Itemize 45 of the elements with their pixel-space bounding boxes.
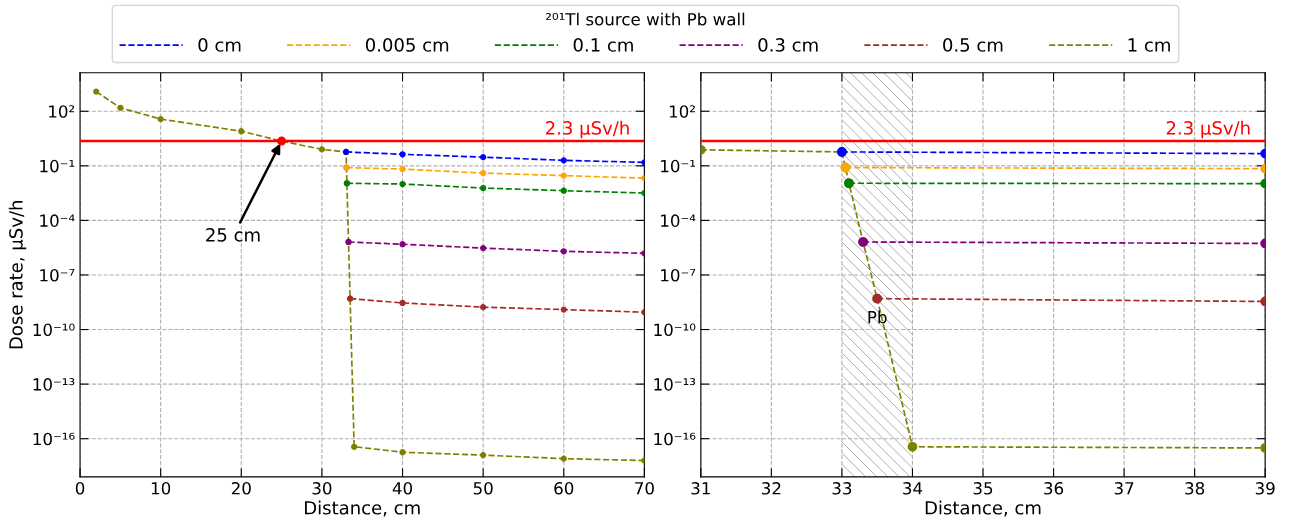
y-tick-label: 10⁻¹³ [33,378,75,391]
x-tick-label: 39 [1255,482,1275,495]
y-tick-label: 10² [49,105,75,118]
y-tick-label: 10⁻⁷ [661,268,696,282]
y-tick-label: 10⁻¹³ [654,378,696,391]
y-tick-label: 10⁻⁷ [40,268,75,282]
x-tick-label: 0 [75,482,85,495]
ref-line-label: 2.3 μSv/h [1166,120,1250,139]
legend-title: ²⁰¹Tl source with Pb wall [546,12,745,26]
y-tick-label: 10⁻¹⁶ [654,432,696,446]
legend-label: 0.5 cm [943,38,1003,52]
annotation: 25 cm [206,228,260,242]
x-tick-label: 10 [151,482,171,495]
x-tick-label: 36 [1044,482,1064,495]
y-tick-label: 10⁻¹ [661,159,696,173]
y-tick-label: 10⁻¹⁰ [33,323,75,337]
x-tick-label: 33 [832,482,852,495]
x-tick-label: 40 [392,482,413,495]
x-tick-label: 30 [312,482,332,495]
x-tick-label: 70 [635,482,654,495]
legend-label: 1 cm [1128,38,1170,52]
legend-label: 0.3 cm [758,38,818,52]
band-label: Pb [868,310,887,324]
x-tick-label: 60 [554,482,574,495]
x-tick-label: 37 [1114,482,1134,495]
legend-label: 0 cm [198,38,241,52]
y-tick-label: 10⁻⁴ [661,214,696,227]
x-axis-title: Distance, cm [925,500,1041,517]
legend-label: 0.005 cm [365,38,449,52]
ref-line-label: 2.3 μSv/h [545,120,629,139]
x-axis-title: Distance, cm [305,500,420,517]
x-tick-label: 31 [691,482,710,495]
y-tick-label: 10² [669,105,695,118]
y-tick-label: 10⁻¹ [40,159,75,173]
x-tick-label: 35 [973,482,993,495]
x-tick-label: 50 [473,482,493,495]
x-tick-label: 34 [903,482,923,495]
x-tick-label: 32 [762,482,781,495]
x-tick-label: 20 [231,482,251,495]
y-tick-label: 10⁻⁴ [40,214,75,227]
y-tick-label: 10⁻¹⁰ [654,323,696,337]
y-tick-label: 10⁻¹⁶ [33,432,75,446]
y-axis-title: Dose rate, μSv/h [8,201,27,349]
legend-label: 0.1 cm [573,38,633,52]
x-tick-label: 38 [1185,482,1205,495]
